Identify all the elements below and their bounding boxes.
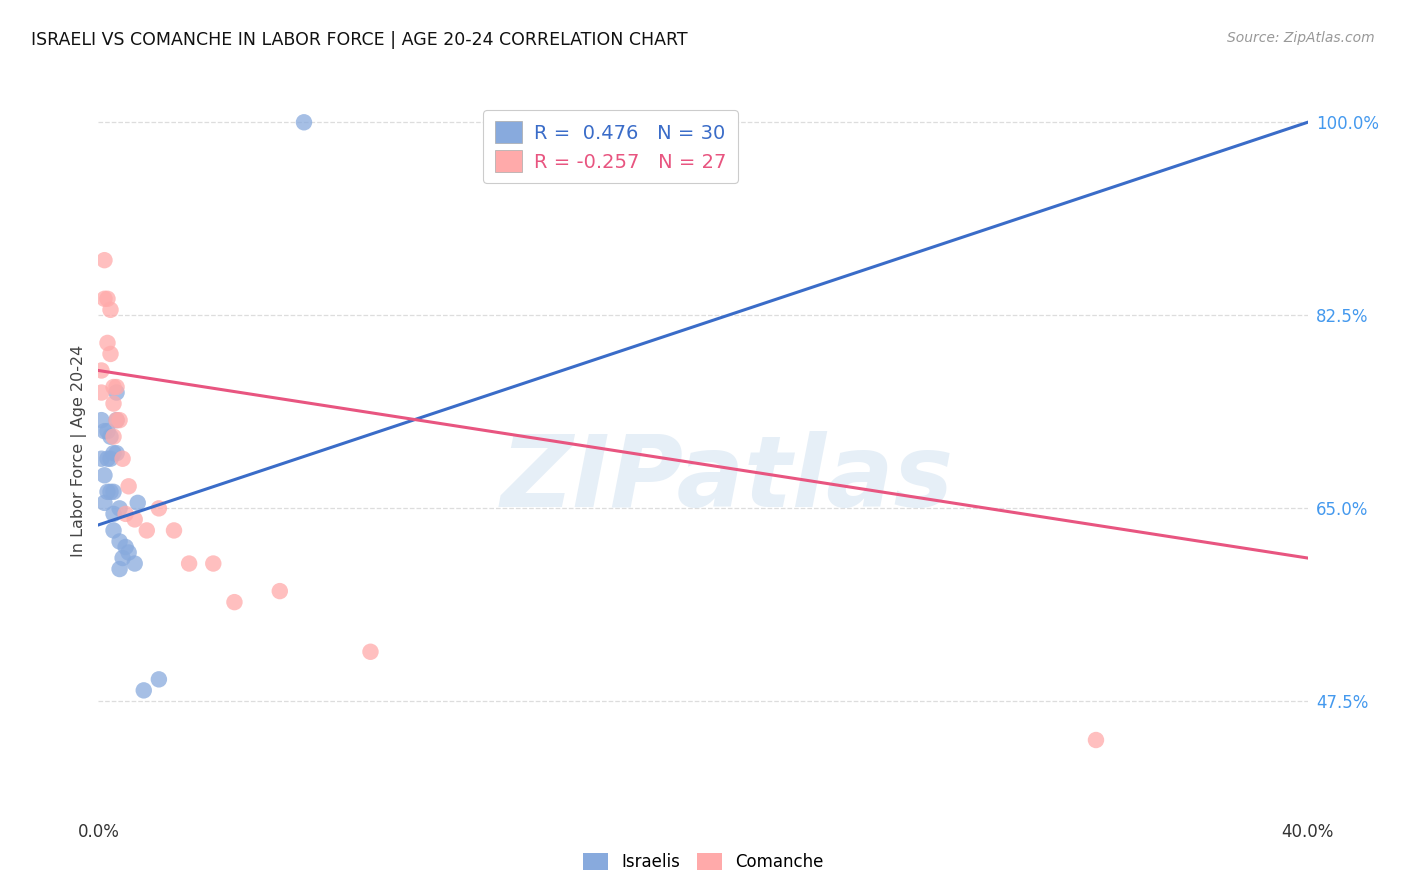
Point bbox=[105, 385, 128, 400]
Legend: Israelis, Comanche: Israelis, Comanche bbox=[575, 845, 831, 880]
Point bbox=[105, 380, 128, 394]
Point bbox=[103, 430, 125, 444]
Point bbox=[103, 507, 125, 521]
Point bbox=[103, 380, 125, 394]
Point bbox=[111, 451, 134, 466]
Point bbox=[100, 484, 122, 499]
Point bbox=[96, 424, 118, 438]
Point bbox=[96, 451, 118, 466]
Point bbox=[93, 292, 115, 306]
Y-axis label: In Labor Force | Age 20-24: In Labor Force | Age 20-24 bbox=[72, 344, 87, 557]
Point bbox=[292, 115, 315, 129]
Point bbox=[96, 484, 118, 499]
Point bbox=[105, 413, 128, 427]
Point bbox=[114, 507, 136, 521]
Point bbox=[124, 557, 146, 571]
Point bbox=[108, 534, 131, 549]
Point bbox=[108, 562, 131, 576]
Point bbox=[93, 496, 115, 510]
Point bbox=[90, 451, 112, 466]
Point bbox=[96, 292, 118, 306]
Point bbox=[90, 385, 112, 400]
Point bbox=[93, 253, 115, 268]
Point bbox=[100, 347, 122, 361]
Point bbox=[135, 524, 157, 538]
Point bbox=[100, 430, 122, 444]
Point bbox=[105, 413, 128, 427]
Point bbox=[127, 496, 149, 510]
Point bbox=[555, 115, 578, 129]
Point bbox=[105, 446, 128, 460]
Point bbox=[360, 645, 382, 659]
Point bbox=[179, 557, 201, 571]
Point bbox=[124, 512, 146, 526]
Point bbox=[103, 446, 125, 460]
Text: ISRAELI VS COMANCHE IN LABOR FORCE | AGE 20-24 CORRELATION CHART: ISRAELI VS COMANCHE IN LABOR FORCE | AGE… bbox=[31, 31, 688, 49]
Point bbox=[118, 479, 141, 493]
Point bbox=[103, 396, 125, 410]
Point bbox=[148, 501, 170, 516]
Point bbox=[93, 468, 115, 483]
Point bbox=[96, 335, 118, 350]
Point bbox=[111, 551, 134, 566]
Point bbox=[269, 584, 291, 599]
Point bbox=[90, 413, 112, 427]
Point bbox=[224, 595, 246, 609]
Point bbox=[93, 424, 115, 438]
Text: Source: ZipAtlas.com: Source: ZipAtlas.com bbox=[1227, 31, 1375, 45]
Point bbox=[100, 451, 122, 466]
Point bbox=[90, 363, 112, 377]
Point bbox=[202, 557, 225, 571]
Point bbox=[108, 501, 131, 516]
Point bbox=[108, 413, 131, 427]
Text: ZIPatlas: ZIPatlas bbox=[501, 431, 953, 528]
Point bbox=[118, 545, 141, 559]
Point bbox=[148, 673, 170, 687]
Legend: R =  0.476   N = 30, R = -0.257   N = 27: R = 0.476 N = 30, R = -0.257 N = 27 bbox=[484, 110, 738, 183]
Point bbox=[103, 524, 125, 538]
Point bbox=[114, 540, 136, 554]
Point bbox=[100, 302, 122, 317]
Point bbox=[1085, 733, 1108, 747]
Point bbox=[163, 524, 186, 538]
Point bbox=[132, 683, 155, 698]
Point bbox=[103, 484, 125, 499]
